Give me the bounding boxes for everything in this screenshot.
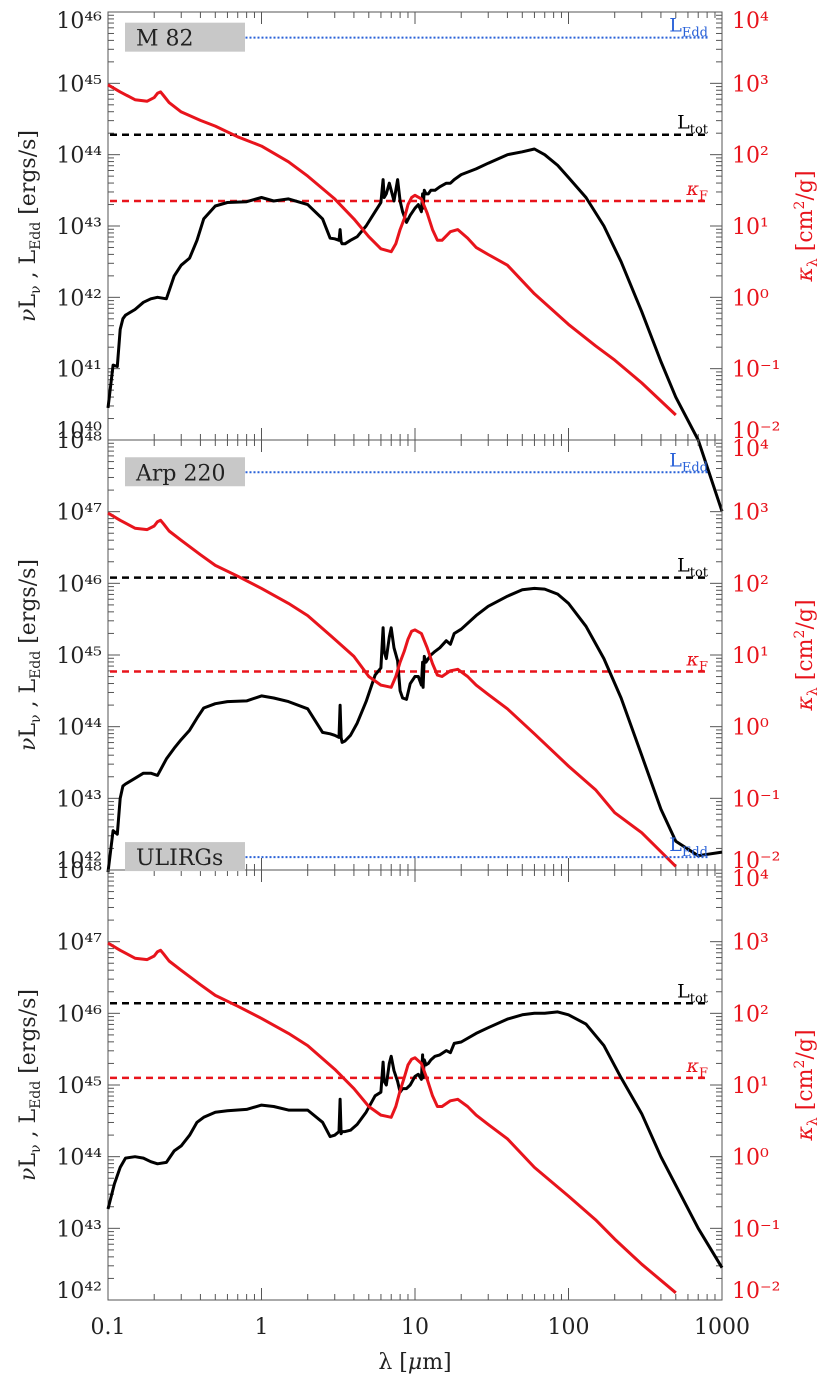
l-edd-label: LEdd [669, 15, 708, 41]
kappa-f-label: κF [686, 1055, 709, 1081]
l-edd-label: LEdd [669, 834, 708, 860]
y2-tick-label: 10⁻¹ [732, 358, 780, 383]
panel-title: ULIRGs [136, 846, 223, 871]
l-tot-label: Ltot [677, 112, 709, 138]
l-tot-label: Ltot [677, 555, 709, 581]
y-tick-label: 10⁴⁸ [56, 859, 102, 884]
y-axis-label: νLν , LEdd [ergs/s] [16, 130, 44, 322]
panel-title-box [125, 457, 245, 487]
l-edd-label: LEdd [669, 449, 708, 475]
y2-axis-label: κλ [cm2/g] [792, 170, 821, 282]
y2-tick-label: 10³ [732, 931, 769, 956]
kappa-f-label: κF [686, 178, 709, 204]
y-axis-label: νLν , LEdd [ergs/s] [16, 989, 44, 1181]
x-tick-label: 0.1 [91, 1315, 126, 1340]
y-tick-label: 10⁴³ [56, 787, 102, 812]
y2-tick-label: 10⁻¹ [732, 1217, 780, 1242]
y-tick-label: 10⁴³ [56, 1217, 102, 1242]
x-axis-label: λ [μm] [378, 1350, 451, 1375]
y2-axis-label: κλ [cm2/g] [792, 599, 821, 711]
y-tick-label: 10⁴⁴ [56, 716, 102, 741]
y-tick-label: 10⁴² [56, 286, 102, 311]
kappa-curve [107, 511, 677, 868]
y2-tick-label: 10¹ [732, 215, 769, 240]
x-axis-title: λ [μm] [378, 1350, 451, 1375]
y2-tick-label: 10² [732, 1002, 769, 1027]
y2-tick-label: 10⁴ [732, 437, 769, 462]
y-tick-label: 10⁴⁰ [56, 419, 102, 444]
panel-2: 10⁴² 10⁴³ 10⁴⁴ 10⁴⁵ 10⁴⁶ 10⁴⁷ 10⁴⁸ 10⁻² 10⁻¹ 10⁰ 1… [16, 429, 821, 874]
y2-tick-label: 10² [732, 144, 769, 169]
panel-title: M 82 [136, 27, 194, 52]
y2-tick-label: 10⁴ [732, 867, 769, 892]
panel-title: Arp 220 [135, 461, 225, 486]
y2-tick-label: 10⁻² [732, 419, 780, 444]
panel-title-box [125, 22, 245, 52]
y2-tick-label: 10⁻² [732, 849, 780, 874]
y-tick-label: 10⁴⁵ [56, 1074, 102, 1099]
y2-tick-label: 10⁰ [732, 716, 769, 741]
y-tick-label: 10⁴² [56, 1279, 102, 1304]
x-tick-label: 100 [548, 1315, 590, 1340]
y2-axis-label: κλ [cm2/g] [792, 1029, 821, 1141]
y-tick-label: 10⁴⁶ [56, 9, 102, 34]
sed-curve [106, 1010, 724, 1269]
x-tick-label: 10 [401, 1315, 429, 1340]
plot-frame [107, 439, 723, 871]
y-tick-label: 10⁴⁷ [56, 931, 102, 956]
y2-tick-label: 10¹ [732, 644, 769, 669]
y2-tick-label: 10² [732, 572, 769, 597]
panel-1: 10⁴⁰ 10⁴¹ 10⁴² 10⁴³ 10⁴⁴ 10⁴⁵ 10⁴⁶ 10⁻² 10⁻¹ 10⁰ 1… [16, 9, 821, 512]
y2-tick-label: 10⁰ [732, 286, 769, 311]
y2-tick-label: 10¹ [732, 1074, 769, 1099]
sed-curve [106, 586, 723, 873]
x-tick-label: 1 [255, 1315, 269, 1340]
y2-tick-label: 10⁴ [732, 9, 769, 34]
y-tick-label: 10⁴⁸ [56, 429, 102, 454]
y2-tick-label: 10⁻² [732, 1279, 780, 1304]
y-tick-label: 10⁴⁶ [56, 572, 102, 597]
y-tick-label: 10⁴⁶ [56, 1002, 102, 1027]
y-tick-label: 10⁴² [56, 849, 102, 874]
panel-title-box [125, 842, 245, 872]
x-tick-label: 1000 [694, 1315, 750, 1340]
y-tick-label: 10⁴⁷ [56, 501, 102, 526]
kappa-f-label: κF [686, 648, 709, 674]
kappa-curve [107, 941, 677, 1294]
y2-tick-label: 10⁻¹ [732, 787, 780, 812]
panel-3: 10⁴² 10⁴³ 10⁴⁴ 10⁴⁵ 10⁴⁶ 10⁴⁷ 10⁴⁸ 10⁻² 10⁻¹ 10⁰ 1… [16, 834, 821, 1304]
y-axis-label: νLν , LEdd [ergs/s] [16, 559, 44, 751]
y-tick-label: 10⁴⁴ [56, 1146, 102, 1171]
y-tick-label: 10⁴⁵ [56, 644, 102, 669]
y-tick-label: 10⁴³ [56, 215, 102, 240]
y-tick-label: 10⁴¹ [56, 358, 102, 383]
plot-frame [107, 869, 723, 1301]
kappa-curve [107, 83, 677, 417]
y2-tick-label: 10⁰ [732, 1146, 769, 1171]
y2-tick-label: 10³ [732, 72, 769, 97]
l-tot-label: Ltot [677, 980, 709, 1006]
y-tick-label: 10⁴⁴ [56, 144, 102, 169]
y-tick-label: 10⁴⁵ [56, 72, 102, 97]
sed-curve [106, 147, 724, 512]
x-tick-labels: 0.1 1 10 100 1000 [91, 1315, 751, 1340]
y2-tick-label: 10³ [732, 501, 769, 526]
